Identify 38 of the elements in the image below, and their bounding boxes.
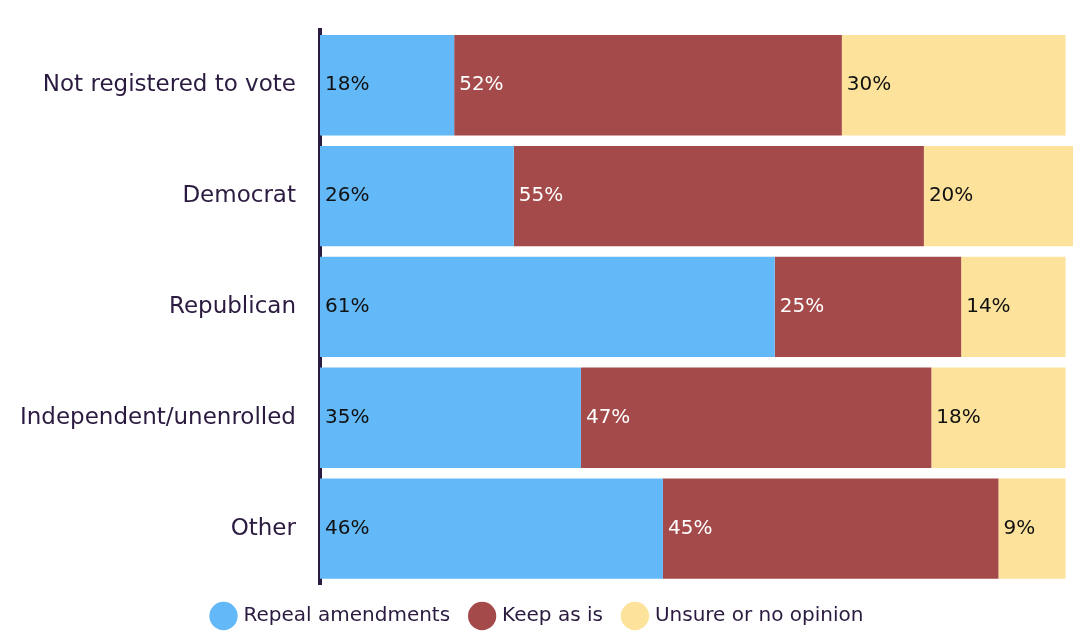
data-label: 14% bbox=[966, 293, 1011, 318]
data-label: 45% bbox=[667, 514, 713, 539]
bar bbox=[841, 35, 1066, 136]
bar bbox=[454, 35, 842, 136]
data-label: 35% bbox=[324, 403, 370, 428]
bar bbox=[923, 145, 1073, 247]
legend-label: Keep as is bbox=[502, 602, 603, 627]
bar bbox=[774, 256, 962, 358]
data-label: 18% bbox=[324, 71, 370, 96]
bar bbox=[319, 145, 514, 247]
bar bbox=[662, 478, 999, 579]
bar bbox=[319, 367, 581, 468]
data-label: 30% bbox=[846, 71, 892, 96]
y-tick-label: Democrat bbox=[182, 181, 296, 208]
data-label: 61% bbox=[324, 293, 370, 318]
bar bbox=[998, 478, 1066, 579]
bar bbox=[319, 478, 663, 579]
bar bbox=[931, 367, 1066, 468]
data-label: 46% bbox=[324, 514, 370, 539]
data-label: 26% bbox=[324, 182, 370, 207]
data-label: 55% bbox=[518, 182, 564, 207]
y-tick-label: Not registered to vote bbox=[42, 70, 296, 97]
bar bbox=[580, 367, 932, 468]
data-label: 20% bbox=[928, 182, 974, 207]
y-tick-label: Other bbox=[230, 513, 297, 540]
bar bbox=[961, 256, 1066, 358]
y-tick-label: Republican bbox=[168, 291, 296, 318]
data-label: 18% bbox=[936, 403, 981, 428]
bar bbox=[513, 145, 924, 247]
legend-label: Repeal amendments bbox=[243, 602, 451, 627]
legend-label: Unsure or no opinion bbox=[654, 602, 864, 627]
data-label: 9% bbox=[1003, 514, 1036, 539]
bar bbox=[319, 35, 455, 136]
y-tick-label: Independent/unenrolled bbox=[20, 402, 296, 429]
data-label: 52% bbox=[459, 71, 504, 96]
data-label: 25% bbox=[779, 293, 825, 318]
data-label: 47% bbox=[585, 403, 631, 428]
bar bbox=[319, 256, 775, 358]
